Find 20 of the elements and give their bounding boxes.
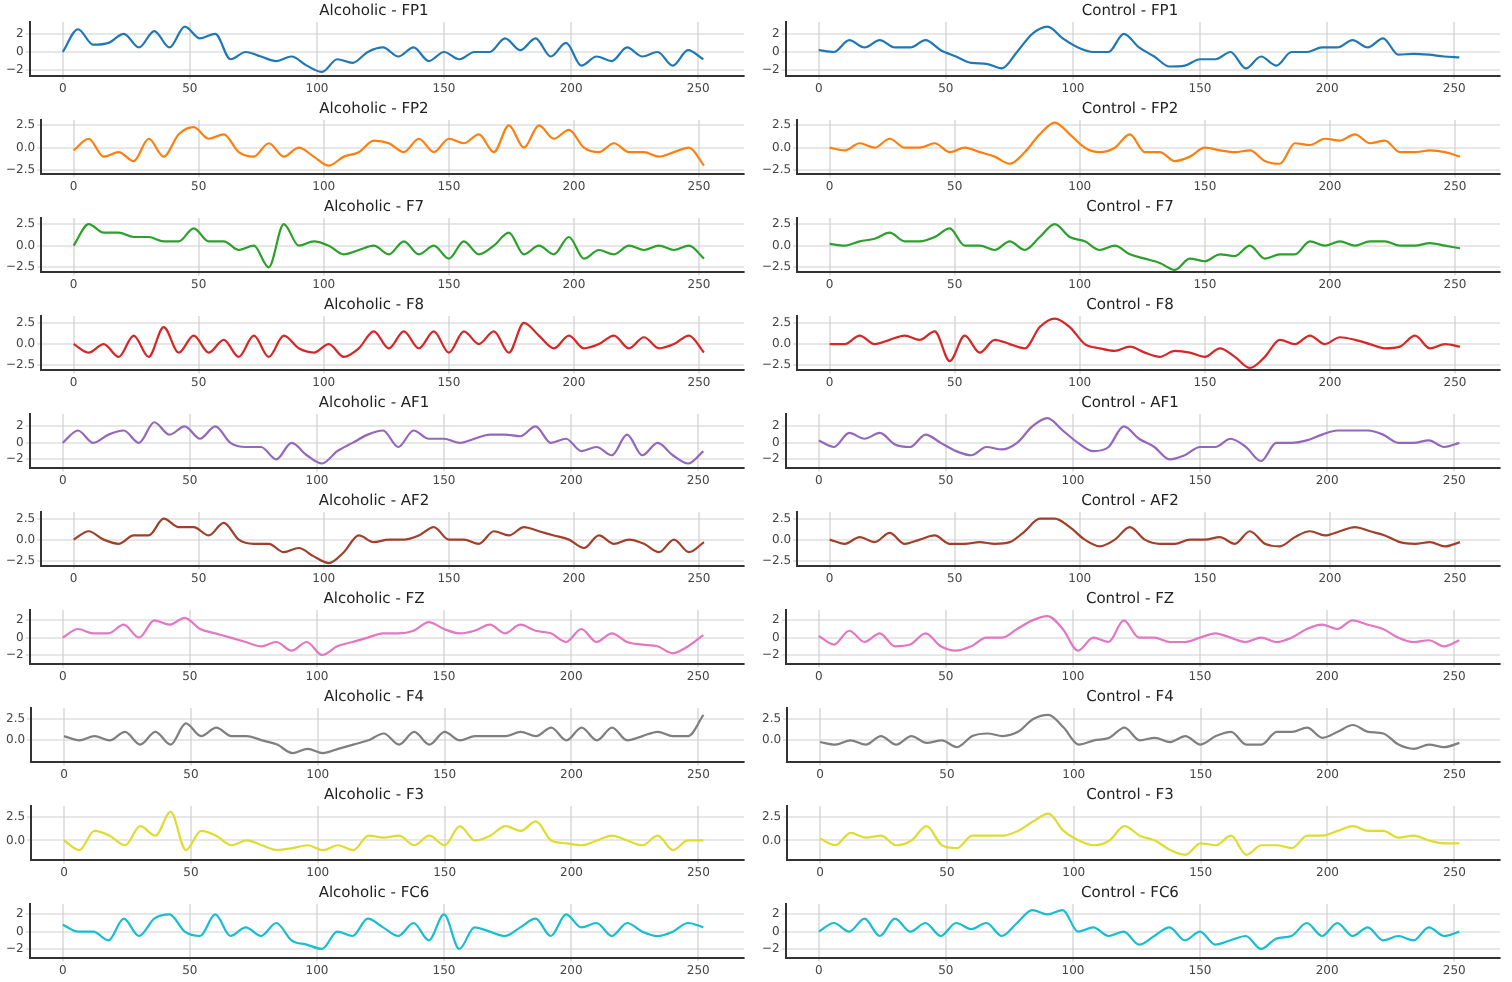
line-series	[61, 913, 705, 951]
line-series	[828, 317, 1462, 369]
line-series	[62, 713, 705, 755]
line-series	[61, 421, 705, 465]
line-series	[818, 812, 1461, 856]
line-series	[817, 908, 1461, 951]
line-series	[828, 517, 1462, 548]
line-series	[72, 222, 706, 269]
line-series	[817, 25, 1461, 70]
line-series	[828, 222, 1462, 271]
line-series	[72, 321, 706, 358]
line-series	[828, 121, 1462, 165]
line-series	[817, 614, 1461, 652]
line-series	[817, 417, 1461, 463]
line-series	[72, 517, 706, 565]
line-series	[818, 713, 1461, 750]
line-series	[61, 25, 705, 74]
line-series	[61, 616, 705, 657]
line-series	[62, 810, 705, 852]
line-series	[72, 124, 706, 167]
